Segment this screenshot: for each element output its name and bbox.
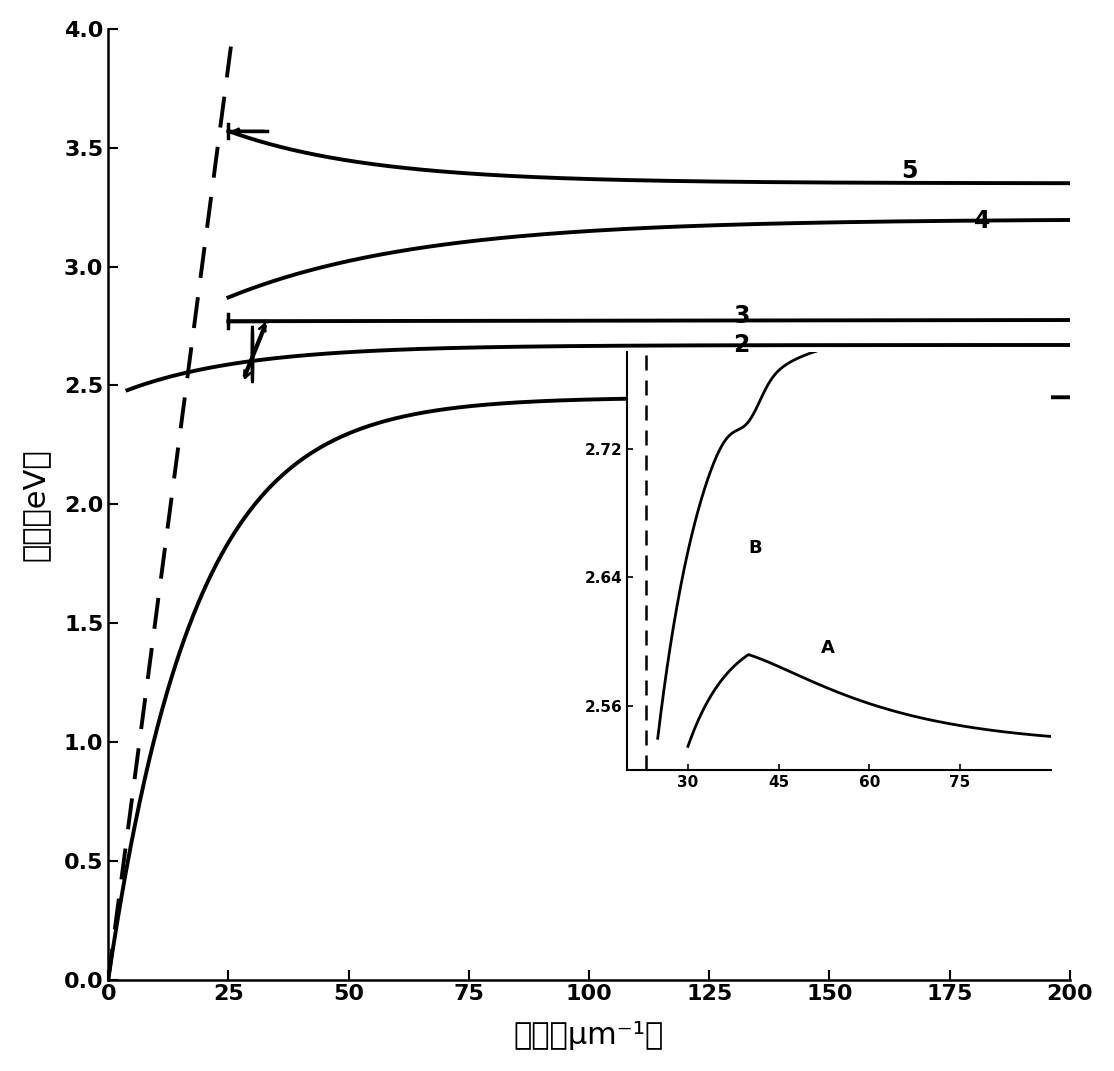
Text: 4: 4 [974, 209, 990, 233]
X-axis label: 波矢（μm⁻¹）: 波矢（μm⁻¹） [514, 1021, 664, 1051]
Text: 1: 1 [661, 440, 677, 464]
Text: 2: 2 [733, 333, 750, 357]
Text: 5: 5 [901, 160, 918, 183]
Y-axis label: 能量（eV）: 能量（eV） [21, 448, 50, 560]
Text: 3: 3 [733, 304, 750, 329]
